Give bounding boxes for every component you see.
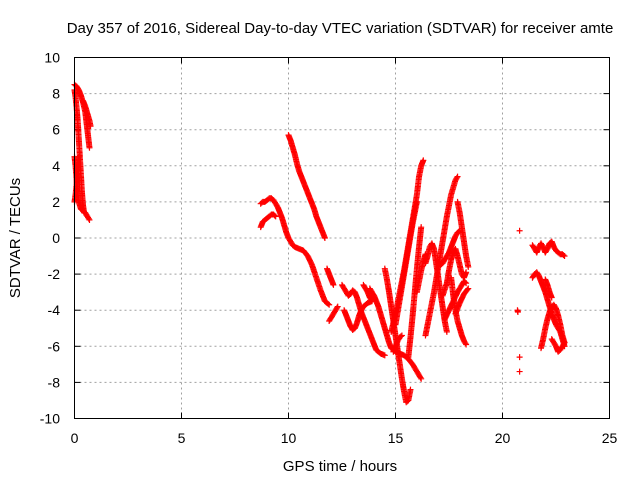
data-point bbox=[413, 198, 420, 205]
data-point bbox=[418, 224, 425, 231]
grid bbox=[74, 57, 610, 419]
x-tick-label: 5 bbox=[178, 430, 186, 446]
y-tick-label: 10 bbox=[44, 50, 60, 66]
data-point bbox=[330, 281, 337, 288]
data-point bbox=[397, 333, 404, 340]
data-point bbox=[454, 173, 461, 180]
data-point bbox=[86, 144, 93, 151]
y-tick-label: 0 bbox=[52, 230, 60, 246]
data-point bbox=[334, 303, 341, 310]
data-point bbox=[514, 309, 521, 316]
x-tick-label: 0 bbox=[71, 430, 79, 446]
y-tick-label: -10 bbox=[40, 411, 60, 427]
data-point bbox=[334, 304, 341, 311]
data-point bbox=[272, 213, 279, 220]
y-tick-label: -4 bbox=[48, 302, 61, 318]
data-point bbox=[326, 301, 333, 308]
data-point bbox=[548, 294, 555, 301]
data-point bbox=[398, 332, 405, 339]
data-point bbox=[462, 279, 469, 286]
y-axis-title: SDTVAR / TECUs bbox=[7, 178, 24, 298]
data-point bbox=[453, 174, 460, 181]
plot-frame bbox=[74, 57, 610, 419]
y-tick-label: -2 bbox=[48, 266, 61, 282]
y-tick-label: -6 bbox=[48, 338, 61, 354]
data-point bbox=[418, 375, 425, 382]
data-point bbox=[516, 354, 523, 361]
data-point bbox=[561, 253, 568, 260]
data-point bbox=[271, 212, 278, 219]
axis-ticks: 0 5 10 15 20 25 -10 -8 -6 -4 -2 0 2 4 6 8 10 bbox=[40, 50, 618, 447]
data-point bbox=[325, 300, 332, 307]
y-tick-label: 4 bbox=[52, 158, 60, 174]
chart-title: Day 357 of 2016, Sidereal Day-to-day VTE… bbox=[67, 20, 614, 37]
data-point bbox=[407, 386, 414, 393]
data-point bbox=[463, 280, 470, 287]
data-point bbox=[420, 157, 427, 164]
data-point bbox=[560, 340, 567, 347]
data-point bbox=[463, 341, 470, 348]
y-tick-label: -8 bbox=[48, 374, 61, 390]
data-point bbox=[443, 328, 450, 335]
data-point bbox=[417, 374, 424, 381]
data-point bbox=[561, 339, 568, 346]
y-tick-label: 6 bbox=[52, 122, 60, 138]
data-point bbox=[462, 340, 469, 347]
data-point bbox=[85, 215, 92, 222]
x-tick-label: 15 bbox=[388, 430, 404, 446]
data-point bbox=[86, 216, 93, 223]
x-tick-label: 25 bbox=[602, 430, 618, 446]
data-point bbox=[463, 269, 470, 276]
data-point bbox=[560, 252, 567, 259]
data-point bbox=[516, 227, 523, 234]
data-point bbox=[464, 286, 471, 293]
data-point bbox=[465, 285, 472, 292]
data-point bbox=[516, 368, 523, 375]
data-point bbox=[422, 251, 429, 258]
data-marks bbox=[71, 81, 568, 406]
data-point bbox=[75, 153, 82, 160]
x-axis-title: GPS time / hours bbox=[283, 458, 397, 475]
data-point bbox=[465, 263, 472, 270]
data-point bbox=[321, 235, 328, 241]
x-tick-label: 10 bbox=[281, 430, 297, 446]
data-point bbox=[87, 123, 94, 130]
y-tick-label: 8 bbox=[52, 86, 60, 102]
data-point bbox=[381, 352, 388, 359]
x-tick-label: 20 bbox=[495, 430, 511, 446]
y-tick-label: 2 bbox=[52, 194, 60, 210]
